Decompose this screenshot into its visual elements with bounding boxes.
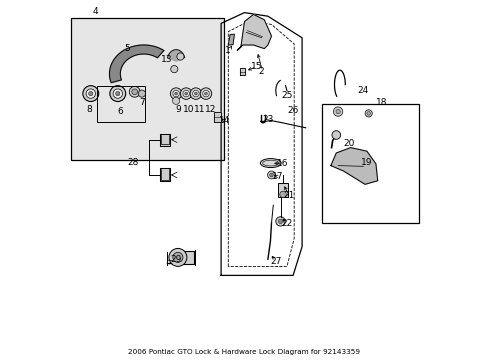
Circle shape — [129, 86, 140, 97]
Text: 28: 28 — [127, 158, 138, 167]
Bar — [97, 86, 145, 122]
Circle shape — [132, 89, 137, 95]
Circle shape — [279, 191, 285, 198]
Circle shape — [200, 88, 211, 99]
Text: 20: 20 — [343, 139, 354, 148]
Polygon shape — [228, 34, 234, 45]
Circle shape — [190, 88, 201, 99]
Text: 9: 9 — [175, 105, 181, 114]
Text: 14: 14 — [219, 116, 230, 125]
Text: 23: 23 — [262, 115, 273, 124]
Polygon shape — [213, 112, 221, 122]
Text: 13: 13 — [161, 55, 172, 64]
Circle shape — [365, 110, 371, 117]
Text: 2: 2 — [257, 68, 263, 77]
Text: 4: 4 — [92, 7, 98, 16]
Circle shape — [192, 90, 199, 97]
Text: 29: 29 — [170, 256, 182, 264]
Polygon shape — [109, 45, 163, 83]
Bar — [278, 183, 287, 197]
Polygon shape — [160, 134, 169, 146]
Circle shape — [82, 86, 99, 102]
Text: 6: 6 — [117, 107, 123, 116]
Bar — [178, 251, 194, 264]
Circle shape — [194, 92, 197, 95]
Polygon shape — [240, 68, 244, 75]
Text: 18: 18 — [375, 98, 386, 107]
Text: 12: 12 — [204, 105, 216, 114]
Text: 5: 5 — [124, 44, 130, 53]
Ellipse shape — [260, 158, 281, 167]
Text: 22: 22 — [281, 219, 292, 228]
Circle shape — [333, 107, 342, 116]
Circle shape — [180, 88, 192, 99]
Circle shape — [203, 90, 209, 97]
Circle shape — [86, 89, 95, 98]
Circle shape — [170, 88, 182, 99]
Circle shape — [172, 252, 183, 262]
Text: 17: 17 — [271, 172, 283, 181]
Text: 2006 Pontiac GTO Lock & Hardware Lock Diagram for 92143359: 2006 Pontiac GTO Lock & Hardware Lock Di… — [128, 348, 360, 355]
Circle shape — [177, 53, 183, 60]
Circle shape — [172, 97, 179, 104]
Text: 15: 15 — [251, 62, 263, 71]
Circle shape — [183, 90, 189, 97]
Text: 7: 7 — [139, 98, 144, 107]
Bar — [321, 104, 418, 223]
Text: 1: 1 — [225, 46, 231, 55]
Text: 25: 25 — [281, 91, 292, 100]
Circle shape — [278, 219, 282, 224]
Circle shape — [335, 109, 340, 114]
Polygon shape — [330, 148, 377, 184]
Text: 27: 27 — [270, 256, 281, 265]
Text: 8: 8 — [86, 105, 92, 114]
Polygon shape — [237, 14, 271, 50]
Circle shape — [366, 112, 370, 115]
Text: 19: 19 — [361, 158, 372, 167]
Text: 10: 10 — [183, 105, 194, 114]
Circle shape — [174, 92, 177, 95]
Text: 24: 24 — [357, 86, 368, 95]
Circle shape — [331, 131, 340, 139]
Circle shape — [184, 92, 187, 95]
Circle shape — [204, 92, 207, 95]
Bar — [71, 18, 224, 160]
Circle shape — [170, 66, 178, 73]
Text: 16: 16 — [276, 159, 287, 168]
Circle shape — [269, 173, 273, 177]
Circle shape — [267, 171, 275, 179]
Circle shape — [172, 90, 179, 97]
Text: 26: 26 — [287, 107, 298, 115]
Polygon shape — [160, 168, 169, 181]
Circle shape — [115, 91, 120, 96]
Circle shape — [168, 248, 186, 266]
Circle shape — [88, 91, 93, 96]
Circle shape — [113, 89, 122, 98]
Circle shape — [138, 90, 145, 97]
Text: 21: 21 — [283, 191, 295, 199]
Polygon shape — [167, 50, 184, 61]
Text: 11: 11 — [193, 105, 205, 114]
Circle shape — [110, 86, 125, 102]
Circle shape — [275, 217, 285, 226]
